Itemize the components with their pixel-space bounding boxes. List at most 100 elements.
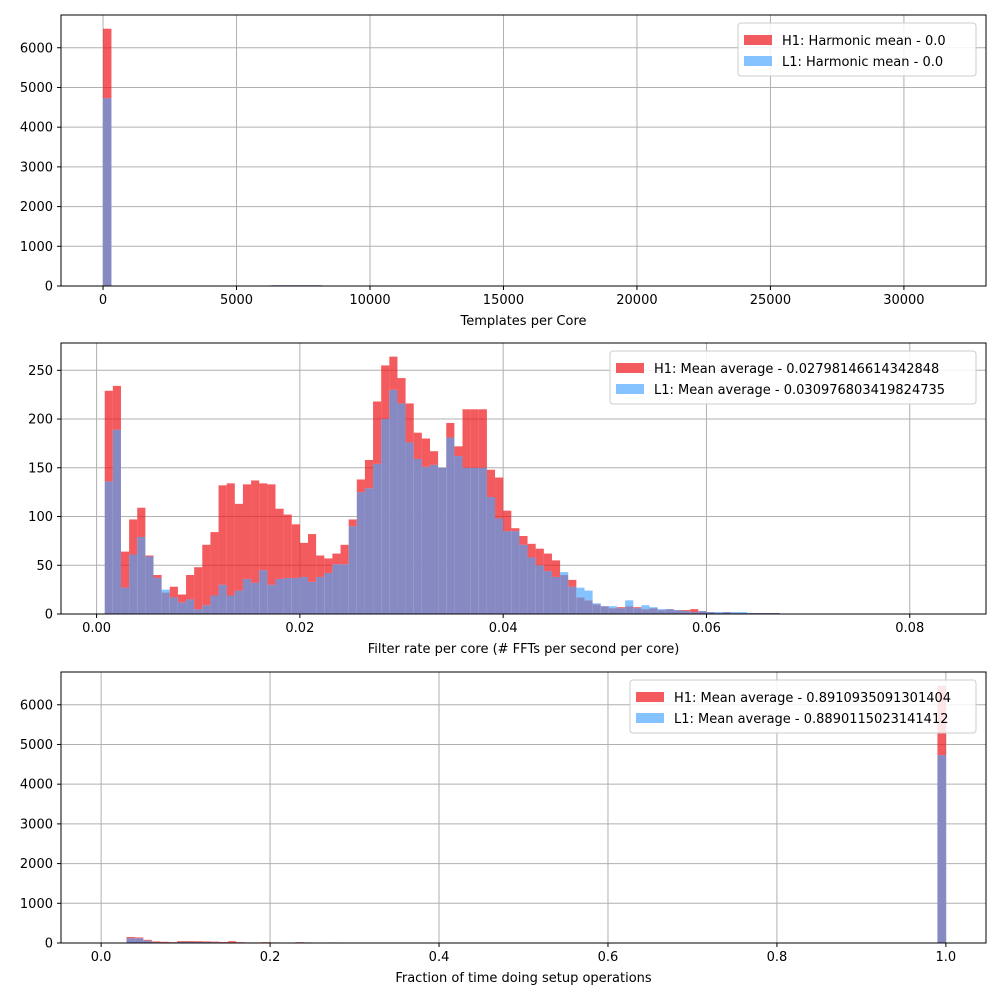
bar-overlap	[527, 557, 536, 614]
bar-h1	[227, 941, 237, 943]
y-tick-label: 5000	[20, 738, 53, 753]
legend-label: H1: Harmonic mean - 0.0	[782, 34, 946, 49]
axes-frame	[60, 671, 987, 944]
y-tick-label: 100	[28, 510, 53, 525]
x-tick-label: 0	[99, 293, 107, 308]
histogram-templates-per-core: 0 5000 10000 15000 20000 25000 30000 0 1000 2000 3…	[20, 14, 987, 329]
bar-h1	[120, 551, 130, 588]
bar-h1	[405, 403, 414, 443]
bar-h1	[617, 607, 626, 609]
histogram-filter-rate-per-core: 0.00 0.02 0.04 0.06 0.08 0 50 100 150 200 250 Filte…	[28, 342, 987, 657]
bar-overlap	[129, 554, 138, 614]
bar-overlap	[234, 590, 243, 614]
legend-label: H1: Mean average - 0.02798146614342848	[654, 362, 939, 377]
x-axis-label: Templates per Core	[459, 314, 586, 329]
bar-overlap	[649, 608, 658, 614]
bar-h1	[527, 543, 536, 558]
bar-h1	[151, 941, 161, 943]
bar-h1	[511, 528, 520, 532]
bar-h1	[210, 941, 220, 943]
bar-overlap	[202, 605, 211, 614]
bar-h1	[169, 586, 178, 598]
axes-frame	[60, 14, 987, 287]
bar-l1	[592, 603, 601, 605]
bar-overlap	[120, 587, 130, 614]
bar-overlap	[226, 595, 235, 614]
bar-h1	[633, 607, 642, 609]
legend-swatch	[636, 713, 664, 723]
bar-overlap	[373, 463, 382, 614]
bar-h1	[503, 510, 512, 532]
bar-h1	[381, 365, 390, 420]
bar-h1	[421, 438, 430, 467]
x-axis-label: Fraction of time doing setup operations	[395, 971, 652, 986]
y-tick-label: 0	[45, 280, 53, 295]
bar-h1	[177, 594, 187, 603]
x-tick-label: 25000	[750, 293, 791, 308]
x-tick-label: 0.08	[895, 621, 924, 636]
bar-overlap	[259, 570, 268, 614]
bar-h1	[112, 385, 121, 430]
bar-overlap	[682, 611, 691, 614]
bar-h1	[185, 941, 195, 942]
bar-overlap	[134, 938, 144, 943]
bar-overlap	[625, 606, 634, 614]
bar-h1	[348, 519, 357, 527]
bar-h1	[160, 941, 169, 943]
x-tick-label: 5000	[220, 293, 253, 308]
legend-swatch	[744, 56, 772, 66]
bar-overlap	[169, 597, 178, 614]
y-tick-label: 1000	[20, 240, 53, 255]
y-tick-label: 5000	[20, 81, 53, 96]
bar-overlap	[617, 608, 626, 614]
bar-h1	[462, 409, 471, 468]
bar-h1	[568, 579, 577, 587]
x-tick-label: 1.0	[936, 950, 957, 965]
bar-h1	[495, 477, 504, 519]
bar-h1	[126, 937, 135, 939]
legend-swatch	[616, 384, 644, 394]
bar-h1	[251, 480, 260, 583]
legend-label: L1: Harmonic mean - 0.0	[782, 55, 943, 70]
bar-overlap	[429, 464, 439, 614]
bar-overlap	[641, 609, 650, 614]
y-tick-label: 200	[28, 413, 53, 428]
bar-h1	[202, 941, 211, 943]
bar-h1	[446, 422, 455, 438]
legend-label: H1: Mean average - 0.8910935091301404	[674, 691, 951, 706]
y-tick-label: 3000	[20, 160, 53, 175]
bar-l1	[625, 600, 634, 607]
bar-overlap	[364, 488, 374, 614]
bar-overlap	[413, 459, 422, 614]
bar-l1	[730, 612, 739, 614]
legend-swatch	[616, 363, 644, 373]
bar-overlap	[194, 609, 203, 614]
y-tick-label: 4000	[20, 121, 53, 136]
y-tick-label: 6000	[20, 698, 53, 713]
bar-h1	[519, 536, 528, 545]
x-tick-label: 0.04	[489, 621, 518, 636]
bar-overlap	[511, 531, 520, 614]
bar-overlap	[137, 536, 146, 614]
bar-overlap	[503, 531, 512, 614]
bar-h1	[259, 483, 268, 571]
bar-h1	[283, 514, 292, 578]
bar-overlap	[495, 518, 504, 614]
bar-overlap	[937, 755, 946, 943]
bar-overlap	[161, 592, 170, 614]
y-tick-label: 3000	[20, 817, 53, 832]
bar-h1	[234, 503, 243, 591]
bar-h1	[275, 508, 284, 579]
bar-overlap	[608, 608, 618, 614]
x-tick-label: 0.02	[285, 621, 314, 636]
bar-h1	[690, 609, 699, 613]
bar-overlap	[242, 578, 252, 614]
bar-overlap	[421, 466, 430, 614]
bar-l1	[608, 606, 618, 609]
legend-swatch	[744, 35, 772, 45]
bar-overlap	[251, 582, 260, 614]
legend-label: L1: Mean average - 0.8890115023141412	[674, 712, 949, 727]
axes-frame	[60, 342, 987, 615]
bar-overlap	[267, 584, 276, 614]
